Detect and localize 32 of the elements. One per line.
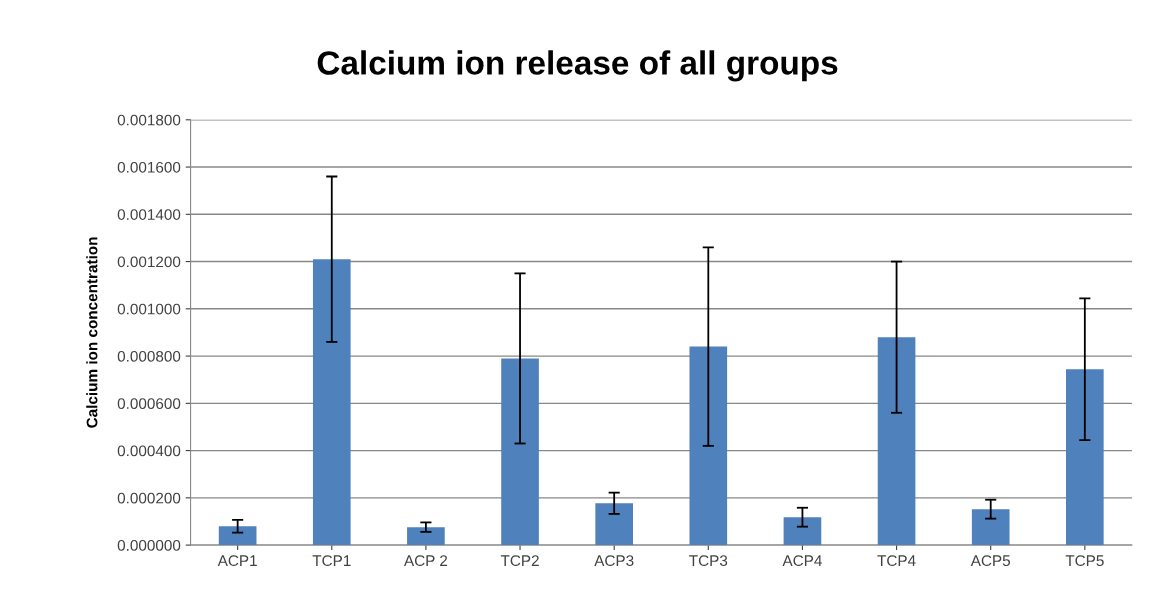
bar: [971, 509, 1010, 546]
chart-title: Calcium ion release of all groups: [317, 50, 838, 82]
bar: [783, 517, 822, 546]
y-tick-label: 0.000600: [117, 398, 181, 410]
bar: [689, 346, 728, 546]
x-tick-label: TCP4: [877, 555, 916, 567]
y-tick-label: 0.000000: [117, 539, 181, 551]
y-tick-label: 0.001800: [117, 114, 181, 126]
y-tick-label: 0.001600: [117, 161, 181, 173]
y-tick-label: 0.001000: [117, 303, 181, 315]
x-tick-label: TCP3: [689, 555, 728, 567]
bar: [218, 526, 257, 546]
bar: [407, 527, 445, 546]
x-tick-label: ACP5: [970, 555, 1011, 567]
y-tick-label: 0.000800: [117, 350, 181, 362]
bar: [877, 337, 916, 546]
bar: [501, 358, 539, 546]
bar: [312, 259, 351, 546]
bar: [1066, 369, 1104, 546]
y-axis-title: Calcium ion concentration: [86, 237, 98, 428]
x-tick-label: TCP5: [1065, 555, 1104, 567]
x-tick-label: ACP 2: [403, 555, 448, 567]
bar: [595, 503, 633, 546]
x-tick-label: TCP1: [312, 555, 351, 567]
x-tick-label: TCP2: [500, 555, 539, 567]
y-tick-label: 0.001200: [117, 256, 181, 268]
y-tick-label: 0.001400: [117, 209, 181, 220]
x-tick-label: ACP4: [782, 555, 822, 567]
x-tick-label: ACP1: [217, 555, 257, 567]
y-tick-label: 0.000200: [117, 492, 181, 504]
x-tick-label: ACP3: [594, 555, 634, 567]
y-tick-label: 0.000400: [117, 445, 181, 457]
